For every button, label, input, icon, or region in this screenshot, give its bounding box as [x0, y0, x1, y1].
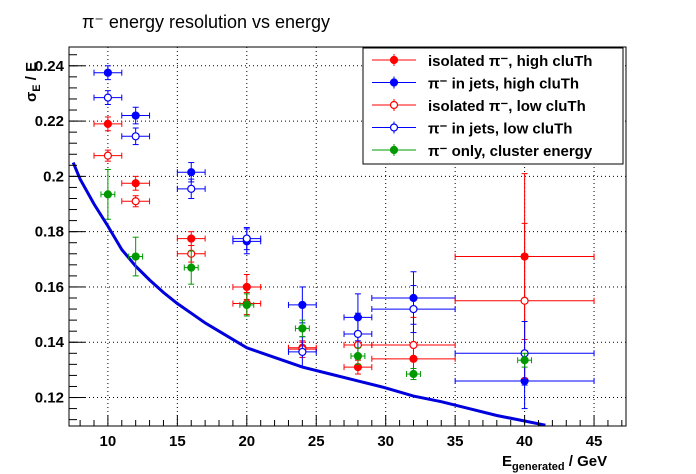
marker — [409, 304, 418, 314]
y-tick-label: 0.2 — [43, 168, 64, 185]
marker — [242, 300, 251, 310]
data-point — [93, 116, 123, 132]
data-point — [350, 347, 366, 365]
marker — [187, 263, 196, 272]
legend-marker — [389, 78, 399, 87]
plot-frame — [68, 46, 627, 427]
marker — [103, 190, 112, 199]
marker — [103, 151, 112, 160]
marker — [131, 252, 140, 261]
marker — [131, 132, 140, 141]
data-point — [176, 162, 206, 183]
y-tick-label: 0.22 — [35, 113, 64, 130]
x-tick-label: 10 — [100, 433, 117, 450]
marker — [103, 93, 112, 102]
series-4 — [100, 168, 533, 381]
data-point — [128, 236, 144, 277]
marker — [298, 300, 307, 310]
legend-entry: π⁻ in jets, high cluTh — [372, 76, 579, 93]
legend: isolated π⁻, high cluTh π⁻ in jets, high … — [362, 47, 624, 165]
marker — [353, 329, 363, 339]
marker — [409, 340, 418, 350]
series-0 — [93, 116, 595, 375]
marker — [187, 234, 196, 243]
marker — [298, 347, 307, 357]
legend-entry: isolated π⁻, low cluTh — [372, 98, 586, 115]
legend-marker — [389, 100, 399, 110]
x-tick-label: 20 — [238, 433, 255, 450]
legend-marker — [389, 55, 399, 65]
marker — [298, 324, 307, 333]
y-tick-label: 0.18 — [35, 224, 64, 241]
grid-lines — [69, 47, 626, 426]
data-point — [93, 149, 123, 162]
marker — [353, 351, 363, 361]
data-point — [121, 106, 151, 125]
legend-label: π⁻ in jets, low cluTh — [428, 121, 572, 138]
y-tick-label: 0.12 — [35, 390, 64, 407]
legend-entry: isolated π⁻, high cluTh — [372, 53, 592, 70]
marker — [187, 184, 196, 193]
y-tick-label: 0.24 — [35, 58, 65, 75]
y-tick-label: 0.14 — [35, 334, 65, 351]
data-point — [343, 359, 373, 375]
x-tick-label: 40 — [516, 433, 533, 450]
data-point — [100, 168, 116, 220]
data-point — [176, 231, 206, 246]
y-axis-label: σE / E — [23, 62, 43, 102]
marker — [242, 234, 251, 243]
y-tick-label: 0.16 — [35, 279, 64, 296]
legend-label: isolated π⁻, low cluTh — [428, 98, 586, 115]
data-point — [121, 127, 151, 146]
tick-labels: 10 15 20 25 30 35 40 45 0.12 0.14 0.16 0.18 0.2 0.22 0… — [35, 58, 603, 450]
x-axis-label: Egenerated / GeV — [502, 453, 607, 473]
legend-label: π⁻ in jets, high cluTh — [428, 76, 579, 93]
marker — [131, 111, 140, 120]
x-tick-label: 15 — [169, 433, 186, 450]
data-point — [176, 178, 206, 199]
data-point — [406, 368, 421, 381]
legend-marker — [389, 123, 399, 132]
legend-marker — [389, 145, 399, 155]
data-point — [121, 175, 151, 191]
data-point — [287, 336, 317, 368]
data-point — [239, 293, 255, 317]
x-tick-label: 35 — [447, 433, 464, 450]
legend-label: π⁻ only, cluster energy — [428, 143, 593, 160]
legend-entry: π⁻ only, cluster energy — [372, 143, 593, 160]
data-point — [287, 286, 317, 324]
chart-title: π⁻ energy resolution vs energy — [82, 12, 330, 32]
x-tick-label: 25 — [308, 433, 325, 450]
data-point — [294, 319, 310, 338]
legend-label: isolated π⁻, high cluTh — [428, 53, 592, 70]
axis-ticks — [69, 54, 623, 426]
data-points — [93, 65, 595, 410]
data-point — [183, 250, 199, 285]
marker — [131, 197, 140, 206]
marker — [409, 369, 418, 379]
marker — [131, 179, 140, 188]
x-tick-label: 45 — [586, 433, 603, 450]
legend-entry: π⁻ in jets, low cluTh — [372, 121, 572, 138]
resolution-curve — [71, 162, 546, 427]
marker — [103, 68, 112, 77]
legend-box — [362, 47, 624, 165]
marker — [520, 296, 529, 305]
marker — [103, 119, 112, 128]
data-point — [121, 195, 151, 208]
marker — [242, 282, 251, 292]
x-tick-label: 30 — [377, 433, 394, 450]
marker — [187, 168, 196, 177]
marker — [520, 356, 529, 365]
data-point — [517, 352, 533, 368]
fit-curve — [71, 162, 546, 427]
data-point — [371, 285, 456, 334]
data-point — [93, 90, 123, 105]
data-point — [93, 65, 123, 81]
data-point — [232, 227, 262, 251]
